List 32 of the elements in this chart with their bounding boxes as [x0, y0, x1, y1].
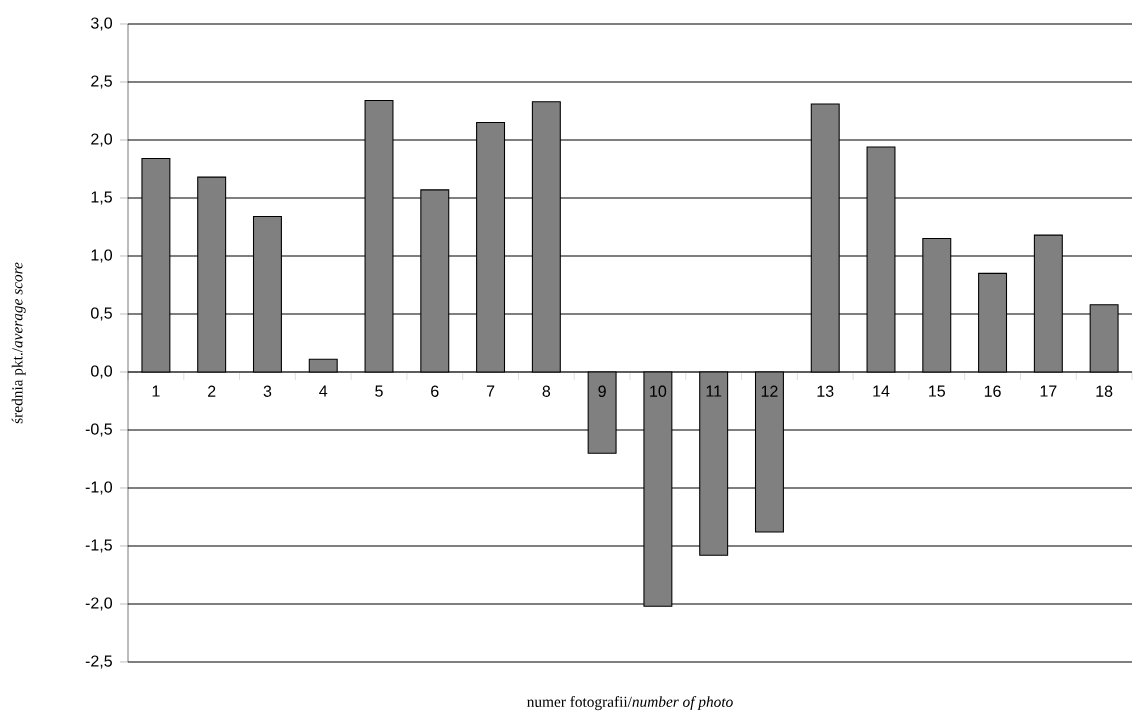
y-tick-label: 2,5: [91, 75, 112, 89]
y-tick-label: 0,0: [91, 365, 113, 379]
y-tick-label: -0,5: [85, 423, 112, 437]
x-tick-label: 14: [873, 385, 890, 397]
x-tick-label: 3: [263, 385, 272, 398]
y-tick-label: -2,0: [85, 597, 113, 611]
x-tick-label: 4: [319, 385, 328, 397]
y-tick-label: -1,5: [85, 539, 112, 553]
y-tick-label: -2,5: [85, 655, 112, 669]
x-tick-label: 15: [929, 385, 945, 397]
x-tick-label: 10: [650, 385, 667, 398]
x-tick-label: 7: [486, 385, 495, 397]
x-tick-label: 6: [431, 385, 439, 398]
y-tick-label: 2,0: [91, 133, 113, 147]
y-tick-label: -1,0: [85, 481, 113, 495]
x-tick-label: 1: [152, 385, 160, 397]
x-tick-label: 12: [761, 385, 778, 397]
y-tick-label: 1,0: [91, 249, 113, 263]
x-tick-label: 9: [598, 385, 606, 398]
x-tick-label: 8: [542, 385, 551, 398]
y-tick-label: 3,0: [91, 17, 113, 31]
x-tick-label: 2: [208, 385, 216, 397]
y-tick-label: 0,5: [91, 307, 112, 321]
y-axis-title: średnia pkt./average score: [11, 262, 26, 424]
x-tick-label: 13: [817, 385, 834, 398]
x-axis-title: numer fotografii/number of photo: [527, 696, 733, 711]
y-tick-label: 1,5: [91, 191, 112, 205]
x-tick-label: 5: [375, 385, 383, 397]
x-tick-label: 11: [706, 385, 722, 397]
x-tick-label: 17: [1040, 385, 1057, 397]
x-tick-label: 16: [984, 385, 1001, 398]
x-tick-label: 18: [1096, 385, 1113, 398]
